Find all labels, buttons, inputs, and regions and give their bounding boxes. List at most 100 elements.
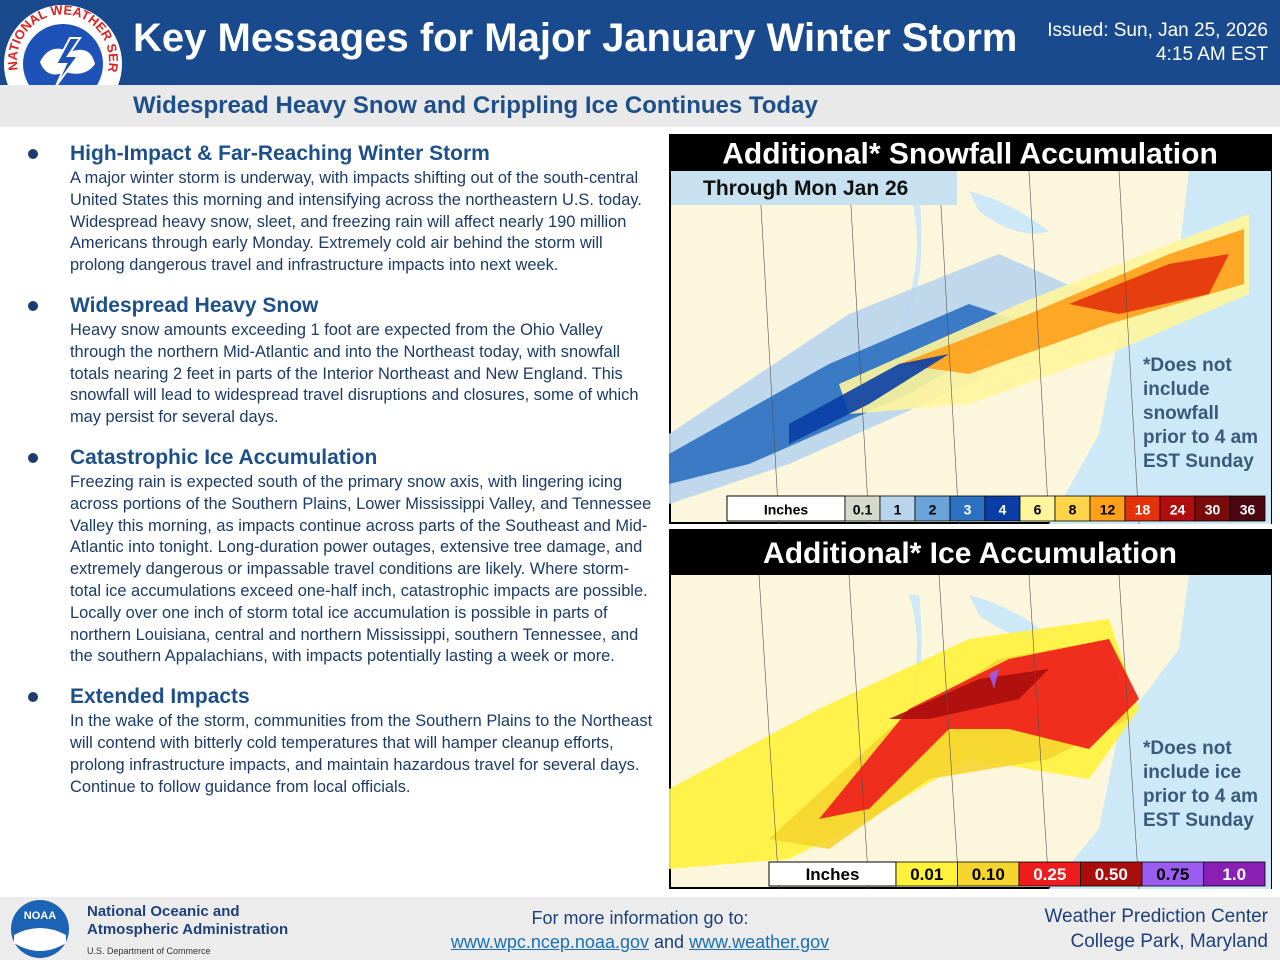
bullet [28,452,38,463]
and: and [654,932,685,952]
subtitle: Widespread Heavy Snow and Crippling Ice … [133,92,818,119]
link[interactable]: www.wpc.ncep.noaa.gov [450,932,649,952]
legend-item-label: 0.10 [972,865,1005,884]
map-note: include [1143,379,1210,400]
message: Extended Impacts In the wake of the storm… [0,683,660,798]
legend-label: Inches [764,502,809,518]
legend-item-label: 4 [999,502,1007,518]
map-title: Additional* Ice Accumulation [763,537,1177,570]
legend-item-label: 2 [929,502,937,518]
info: For more information go to: www.wpc.ncep… [400,906,880,954]
message-heading: Widespread Heavy Snow [70,293,319,317]
message-body: Freezing rain is expected south of the p… [70,472,652,666]
legend-item-label: 24 [1170,502,1186,518]
map-title-bar [669,134,1272,171]
header-bar [0,0,1280,85]
state-line [938,170,960,524]
subtitle-band [0,85,1280,127]
message-heading: High-Impact & Far-Reaching Winter Storm [70,142,490,165]
bullet [28,149,38,159]
legend-swatch [1019,495,1056,522]
department: U.S. Department of Commerce [87,946,211,956]
message-heading: Extended Impacts [70,685,250,709]
map-title-bar [669,529,1272,575]
map-shading [899,229,1244,374]
map-shading [1069,254,1229,314]
map-note: EST Sunday [1143,810,1254,831]
map-shading [889,669,1049,719]
legend-item-label: 30 [1205,502,1221,518]
title: Key Messages for Major January Winter St… [133,16,1018,60]
legend-item-label: 12 [1100,502,1116,518]
state-line [758,170,780,524]
message: Catastrophic Ice Accumulation Freezing ra… [0,444,660,668]
map-subtitle-box [671,171,957,205]
message: Widespread Heavy Snow Heavy snow amounts … [0,292,660,429]
legend-swatch [1054,495,1091,522]
ice-map: Additional* Ice Accumulation *Does not inc… [669,529,1272,889]
ocean [1049,575,1271,889]
legend-swatch [844,495,881,522]
message: High-Impact & Far-Reaching Winter Storm A… [0,140,660,277]
legend-item-label: 0.01 [910,865,943,884]
legend-label-box [726,495,846,522]
legend-item-label: 6 [1034,502,1042,518]
lakes [899,191,1049,331]
legend-swatch [1018,861,1081,887]
info-text: For more information go to: [531,908,749,928]
state-line [938,574,960,889]
legend-label-box [768,861,897,887]
legend-item-label: 36 [1240,502,1256,518]
map-subtitle: Through Mon Jan 26 [703,177,908,200]
legend-item-label: 1 [894,502,902,518]
map-shading [789,354,949,444]
noaa-logo: NOAA [11,900,69,958]
legend-item-label: 18 [1135,502,1151,518]
legend-swatch [1089,495,1126,522]
state-line [1118,574,1140,889]
legend-label: Inches [806,865,860,884]
map-shading [989,669,999,689]
map-shading [819,639,1139,819]
bullet [28,300,38,311]
links: www.wpc.ncep.noaa.gov and www.weather.go… [400,930,880,954]
message-body: A major winter storm is underway, with i… [70,169,642,275]
map-note: *Does not [1143,355,1232,376]
center: Weather Prediction Center [1044,906,1268,927]
footer [0,897,1280,960]
legend-swatch [1229,495,1266,522]
legend-item-label: 0.75 [1156,865,1189,884]
issued-date: Issued: Sun, Jan 25, 2026 [1047,20,1268,41]
legend-swatch [949,495,986,522]
agency: National Oceanic and Atmospheric Adminis… [87,903,288,960]
lakes [899,595,1049,735]
snow-map: Additional* Snowfall Accumulation Through… [669,134,1272,524]
map-note: snowfall [1143,403,1219,424]
location: College Park, Maryland [1070,931,1268,952]
message-body: In the wake of the storm, communities fr… [70,712,653,796]
legend-item-label: 0.50 [1095,865,1128,884]
agency-line: National Oceanic and [87,903,240,920]
state-line [1028,170,1050,524]
state-line [1028,574,1050,889]
map-title: Additional* Snowfall Accumulation [722,138,1218,171]
legend-swatch [1124,495,1161,522]
legend-item-label: 3 [964,502,972,518]
legend-swatch [1159,495,1196,522]
legend-swatch [957,861,1020,887]
map-note: EST Sunday [1143,451,1254,472]
state-line [848,574,870,889]
state-line [1118,170,1140,524]
map-note: prior to 4 am [1143,786,1258,807]
legend-swatch [1203,861,1266,887]
noaa-logo-text: NOAA [24,910,56,922]
legend-item-label: 8 [1069,502,1077,518]
wpc: Weather Prediction Center College Park, … [1044,904,1268,954]
link[interactable]: www.weather.gov [689,932,830,952]
state-line [848,170,870,524]
map-note: *Does not [1143,738,1232,759]
legend-item-label: 0.25 [1033,865,1066,884]
agency-line: Atmospheric Administration [87,921,289,938]
legend-swatch [914,495,951,522]
